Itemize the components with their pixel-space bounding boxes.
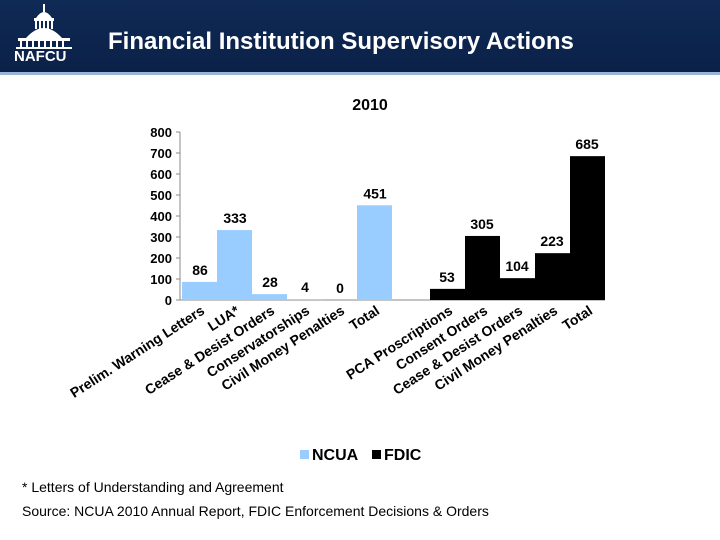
header-divider	[0, 72, 720, 75]
capitol-dome-icon	[16, 4, 72, 49]
data-label: 305	[470, 216, 494, 232]
legend-swatch	[372, 450, 381, 459]
category-label: Prelim. Warning Letters	[67, 302, 207, 401]
bar	[465, 235, 500, 300]
data-label: 104	[505, 258, 529, 274]
y-tick-label: 500	[150, 188, 172, 203]
header-bar: NAFCU Financial Institution Supervisory …	[0, 0, 720, 72]
legend-label: NCUA	[312, 447, 359, 464]
bar	[500, 278, 535, 300]
bar	[430, 288, 465, 300]
bar	[182, 281, 217, 300]
category-label: Total	[346, 302, 382, 333]
data-label: 86	[192, 262, 208, 278]
y-tick-label: 0	[165, 293, 172, 308]
page-title: Financial Institution Supervisory Action…	[108, 28, 574, 55]
bar-chart: 2010 0 100 200 300 400 500 600 700 800 86 333 28 4 0…	[67, 97, 605, 464]
logo-text: NAFCU	[14, 48, 67, 65]
category-label: Total	[559, 302, 595, 333]
chart-title: 2010	[352, 97, 388, 114]
data-label: 28	[262, 274, 278, 290]
data-label: 451	[363, 185, 387, 201]
data-label: 0	[336, 280, 344, 296]
y-tick-label: 600	[150, 167, 172, 182]
y-tick-label: 800	[150, 125, 172, 140]
bar	[357, 205, 392, 300]
bar	[217, 230, 252, 300]
y-tick-label: 700	[150, 146, 172, 161]
data-label: 53	[439, 269, 455, 285]
footnote-source: Source: NCUA 2010 Annual Report, FDIC En…	[22, 503, 489, 519]
data-label: 223	[540, 233, 564, 249]
bar	[252, 294, 287, 300]
y-tick-label: 300	[150, 230, 172, 245]
legend-swatch	[300, 450, 309, 459]
data-label: 4	[301, 279, 309, 295]
data-label: 685	[575, 136, 599, 152]
data-label: 333	[223, 210, 247, 226]
y-tick-label: 400	[150, 209, 172, 224]
legend-label: FDIC	[384, 447, 422, 464]
y-tick-label: 200	[150, 251, 172, 266]
footnote-asterisk: * Letters of Understanding and Agreement	[22, 479, 284, 495]
bar	[535, 253, 570, 300]
bar	[287, 299, 322, 300]
bar	[570, 156, 605, 300]
y-tick-label: 100	[150, 272, 172, 287]
